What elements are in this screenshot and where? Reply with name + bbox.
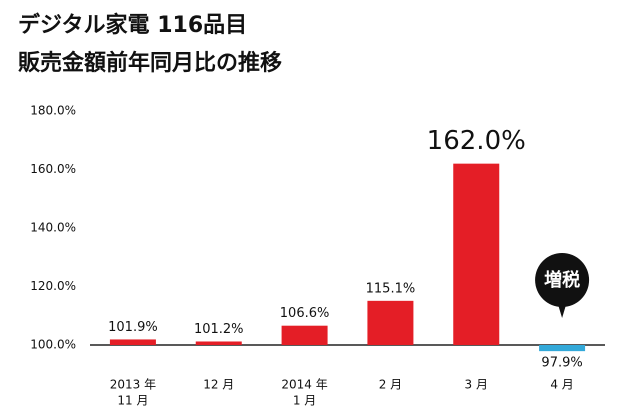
- x-tick-label: 1 月: [293, 394, 316, 408]
- y-tick-label: 100.0%: [30, 338, 76, 352]
- x-tick-label: 12 月: [203, 378, 234, 392]
- bar: [453, 163, 500, 345]
- x-tick-label: 2014 年: [281, 378, 327, 392]
- value-label: 162.0%: [427, 126, 526, 156]
- x-tick-label: 4 月: [550, 378, 573, 392]
- x-tick-label: 11 月: [117, 394, 148, 408]
- chart-title: デジタル家電 116品目: [18, 12, 247, 38]
- bar: [195, 341, 242, 345]
- y-tick-label: 180.0%: [30, 104, 76, 118]
- y-tick-label: 140.0%: [30, 221, 76, 235]
- bar: [109, 339, 156, 345]
- value-label: 97.9%: [541, 356, 582, 371]
- value-label: 106.6%: [280, 306, 330, 321]
- chart-subtitle: 販売金額前年同月比の推移: [18, 50, 282, 76]
- x-tick-label: 2013 年: [110, 378, 156, 392]
- x-tick-label: 3 月: [465, 378, 488, 392]
- bar: [281, 325, 328, 345]
- callout-bubble: [535, 253, 590, 307]
- y-tick-label: 120.0%: [30, 279, 76, 293]
- annotation: 増税: [544, 269, 580, 291]
- bar: [367, 300, 414, 345]
- y-tick-label: 160.0%: [30, 162, 76, 176]
- value-label: 115.1%: [366, 281, 416, 296]
- bar: [539, 345, 586, 352]
- x-tick-label: 2 月: [379, 378, 402, 392]
- value-label: 101.9%: [108, 320, 158, 335]
- value-label: 101.2%: [194, 322, 244, 337]
